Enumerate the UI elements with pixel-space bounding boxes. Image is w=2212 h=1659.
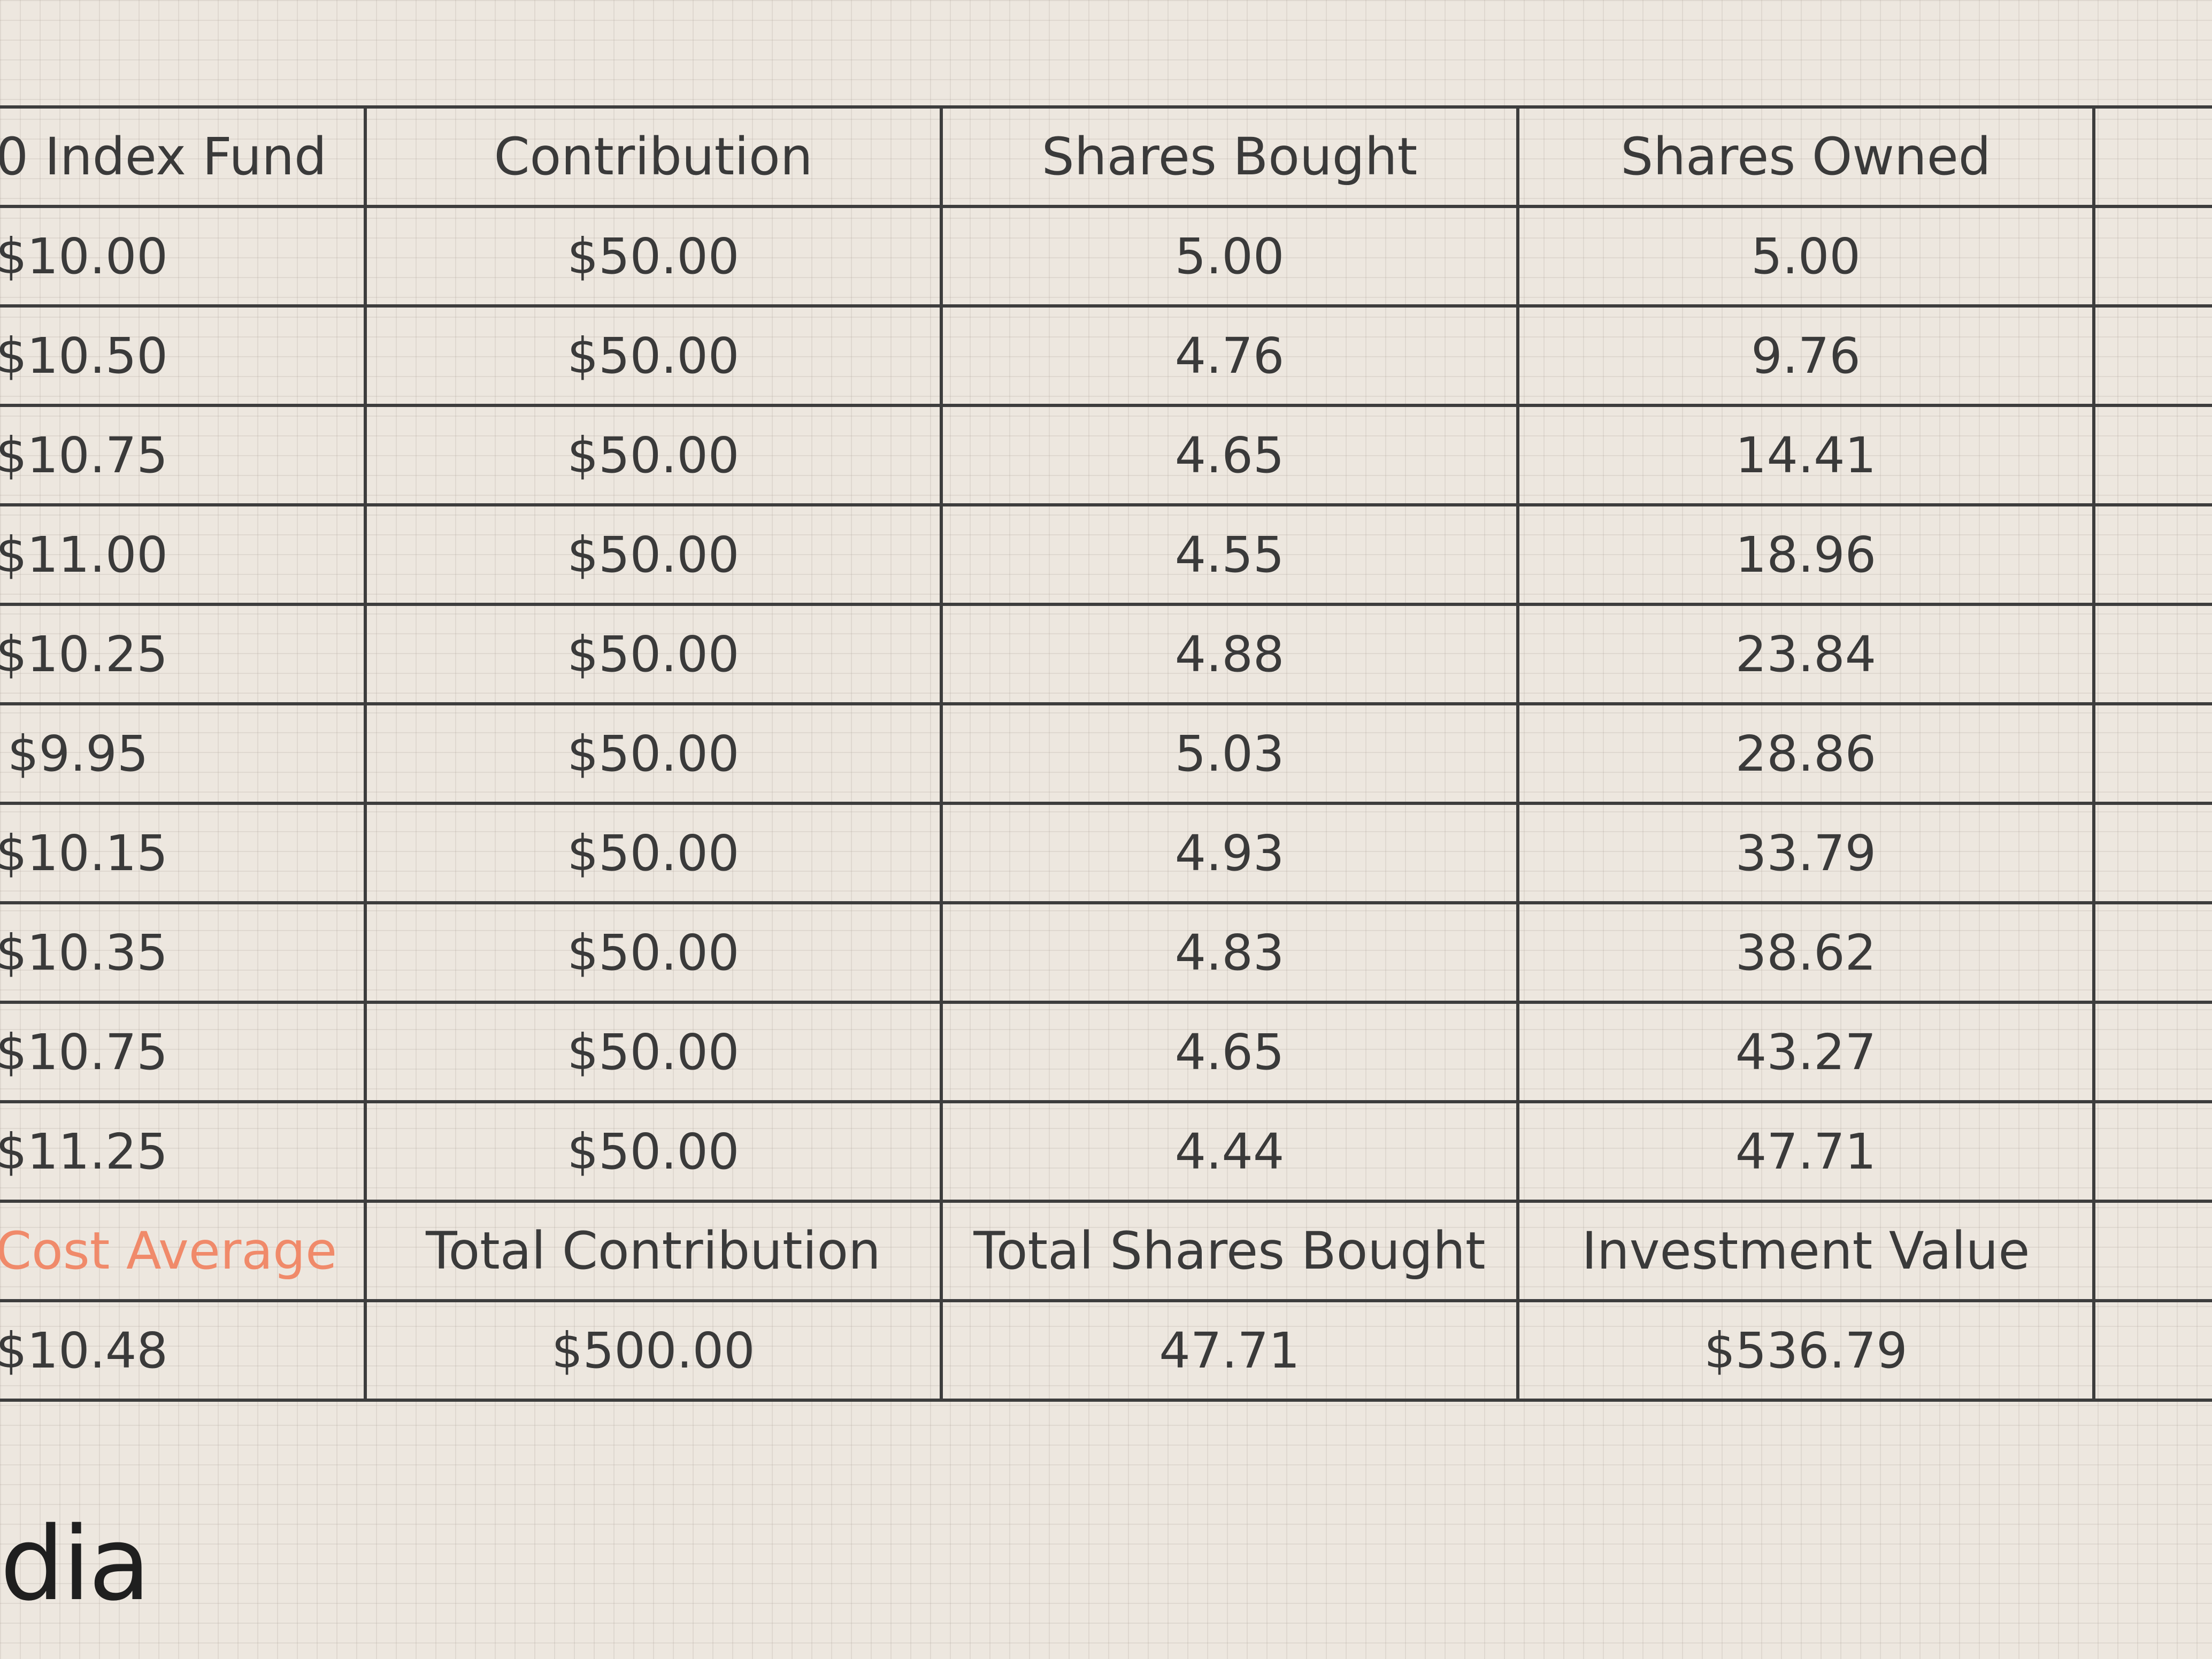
table-horizontal-rule — [0, 603, 2212, 606]
table-cell: $9.95 — [7, 725, 149, 782]
brand-logo: dia — [0, 1514, 149, 1615]
table-cell: 18.96 — [1735, 526, 1877, 583]
summary-value: $536.79 — [1704, 1322, 1908, 1379]
table-cell: $11.00 — [0, 526, 168, 583]
table-cell: $50.00 — [567, 227, 740, 285]
table-cell: $10.00 — [0, 227, 168, 285]
table-cell: $10.50 — [0, 327, 168, 385]
table-horizontal-rule — [0, 702, 2212, 705]
table-cell — [2095, 705, 2210, 802]
table-cell: 4.65 — [1174, 1023, 1285, 1081]
table-vertical-rule — [2092, 107, 2095, 1400]
table-cell: 4.83 — [1174, 924, 1285, 981]
column-header: Shares Owned — [1620, 127, 1991, 187]
table-cell: 5.00 — [1174, 227, 1285, 285]
table-horizontal-rule — [0, 1001, 2212, 1004]
table-cell: $50.00 — [567, 924, 740, 981]
table-cell: 4.93 — [1174, 824, 1285, 882]
column-header: Contribution — [494, 127, 813, 187]
table-cell: $10.25 — [0, 625, 168, 683]
table-cell — [2095, 1103, 2210, 1200]
table-cell: $50.00 — [567, 824, 740, 882]
table-cell: $50.00 — [567, 426, 740, 484]
table-cell — [2095, 606, 2210, 702]
summary-value: $10.48 — [0, 1322, 168, 1379]
table-cell: $10.75 — [0, 426, 168, 484]
summary-header: Cost Average — [0, 1221, 337, 1281]
table-cell — [2095, 904, 2210, 1001]
table-cell: 4.55 — [1174, 526, 1285, 583]
table-horizontal-rule — [0, 503, 2212, 506]
table-cell: $10.35 — [0, 924, 168, 981]
table-cell — [2095, 407, 2210, 503]
table-cell — [2095, 1004, 2210, 1100]
summary-header — [2095, 1203, 2210, 1299]
table-cell: 9.76 — [1751, 327, 1861, 385]
table-cell — [2095, 506, 2210, 603]
table-cell: 5.03 — [1174, 725, 1285, 782]
column-header: Shares Bought — [1041, 127, 1418, 187]
column-header: 0 Index Fund — [0, 127, 327, 187]
table-horizontal-rule — [0, 802, 2212, 805]
table-cell: 4.44 — [1174, 1123, 1285, 1180]
table-horizontal-rule — [0, 1200, 2212, 1203]
table-cell: $50.00 — [567, 1123, 740, 1180]
table-cell: $50.00 — [567, 526, 740, 583]
table-vertical-rule — [940, 107, 943, 1400]
table-cell — [2095, 208, 2210, 304]
table-cell: 33.79 — [1735, 824, 1877, 882]
table-cell: $10.75 — [0, 1023, 168, 1081]
summary-value: 47.71 — [1159, 1322, 1300, 1379]
summary-header: Total Shares Bought — [973, 1221, 1486, 1281]
table-cell: $50.00 — [567, 1023, 740, 1081]
table-horizontal-rule — [0, 205, 2212, 208]
table-horizontal-rule — [0, 1100, 2212, 1103]
table-cell: $50.00 — [567, 327, 740, 385]
table-vertical-rule — [364, 107, 367, 1400]
table-cell: 28.86 — [1735, 725, 1877, 782]
table-cell: $50.00 — [567, 725, 740, 782]
table-cell: 38.62 — [1735, 924, 1877, 981]
table-cell: 4.88 — [1174, 625, 1285, 683]
table-cell: 47.71 — [1735, 1123, 1877, 1180]
table-horizontal-rule — [0, 304, 2212, 308]
table-horizontal-rule — [0, 1399, 2212, 1402]
table-cell: $10.15 — [0, 824, 168, 882]
table-cell — [2095, 308, 2210, 404]
table-cell: 43.27 — [1735, 1023, 1877, 1081]
summary-value: $500.00 — [551, 1322, 755, 1379]
table-horizontal-rule — [0, 105, 2212, 109]
table-cell: 5.00 — [1751, 227, 1861, 285]
table-cell: 4.65 — [1174, 426, 1285, 484]
table-horizontal-rule — [0, 404, 2212, 407]
column-header — [2095, 109, 2210, 205]
table-horizontal-rule — [0, 1299, 2212, 1302]
table-horizontal-rule — [0, 901, 2212, 904]
summary-header: Total Contribution — [426, 1221, 881, 1281]
table-cell: 23.84 — [1735, 625, 1877, 683]
table-vertical-rule — [1516, 107, 1519, 1400]
table-cell — [2095, 805, 2210, 901]
summary-value — [2095, 1302, 2210, 1399]
table-cell: 4.76 — [1174, 327, 1285, 385]
table-cell: $11.25 — [0, 1123, 168, 1180]
data-table: 0 Index Fund Contribution Shares Bought Sha… — [0, 105, 2212, 1407]
table-cell: 14.41 — [1735, 426, 1877, 484]
summary-header: Investment Value — [1581, 1221, 2030, 1281]
table-cell: $50.00 — [567, 625, 740, 683]
